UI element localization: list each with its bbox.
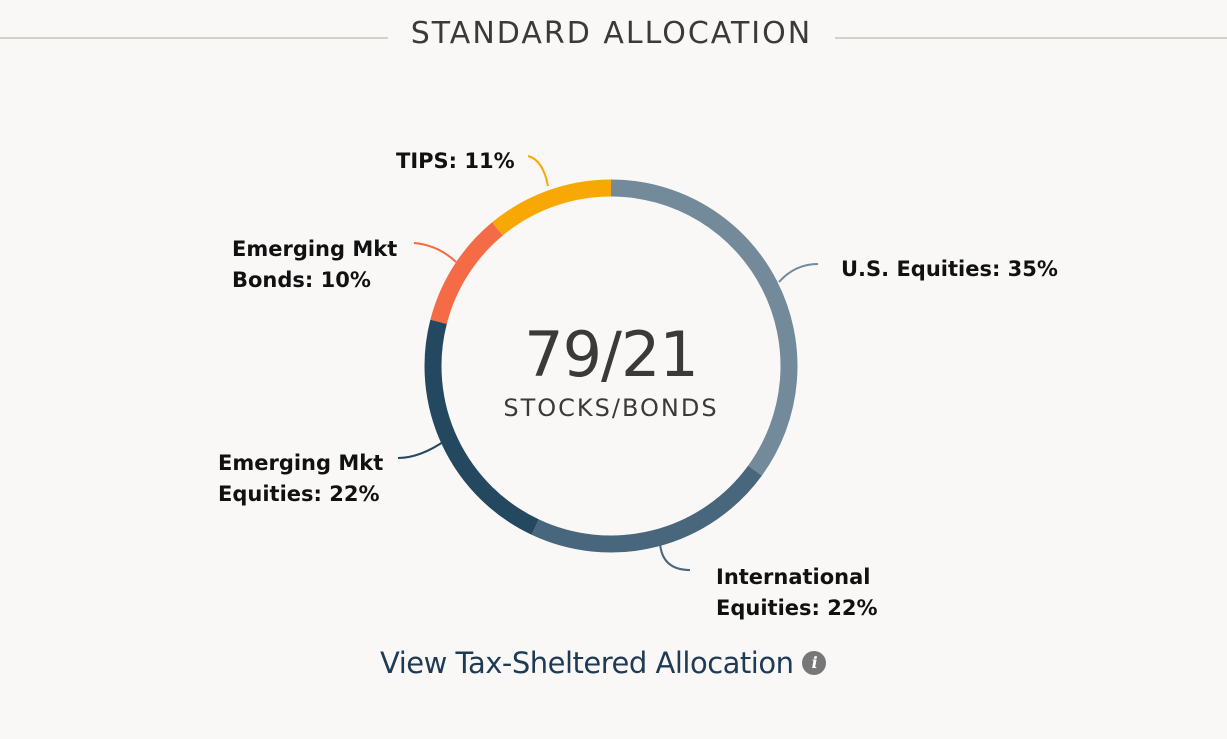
slice-labels: U.S. Equities: 35% International Equities:… — [218, 149, 1058, 620]
slice-emerging-mkt-equities — [424, 319, 539, 535]
view-tax-sheltered-allocation-label: View Tax-Sheltered Allocation — [380, 646, 794, 680]
label-international-equities: International Equities: 22% — [716, 565, 877, 620]
leader-emerging-mkt-bonds — [413, 242, 457, 263]
label-emerging-mkt-bonds-line-1: Emerging Mkt — [232, 237, 397, 261]
label-international-equities-line-2: Equities: 22% — [716, 596, 877, 620]
leader-emerging-mkt-equities — [397, 439, 447, 459]
label-emerging-mkt-bonds-line-2: Bonds: 10% — [232, 268, 371, 292]
slice-us-equities — [610, 179, 798, 476]
donut-slices — [424, 179, 798, 553]
label-us-equities: U.S. Equities: 35% — [841, 257, 1058, 281]
view-tax-sheltered-allocation-link[interactable]: View Tax-Sheltered Allocation i — [380, 643, 827, 683]
leader-international-equities — [659, 542, 691, 571]
label-us-equities-line-1: U.S. Equities: 35% — [841, 257, 1058, 281]
center-ratio-caption: STOCKS/BONDS — [503, 394, 718, 422]
label-tips-line-1: TIPS: 11% — [396, 149, 515, 173]
leader-tips — [527, 155, 549, 187]
slice-tips — [492, 179, 612, 236]
slice-emerging-mkt-bonds — [430, 222, 504, 324]
header-divider-right — [835, 37, 1227, 39]
label-emerging-mkt-equities: Emerging Mkt Equities: 22% — [218, 451, 383, 506]
label-emerging-mkt-equities-line-2: Equities: 22% — [218, 482, 379, 506]
info-icon[interactable]: i — [802, 651, 827, 675]
center-ratio-value: 79/21 — [524, 318, 698, 391]
label-leader-lines — [397, 155, 819, 571]
label-emerging-mkt-equities-line-1: Emerging Mkt — [218, 451, 383, 475]
section-title: STANDARD ALLOCATION — [410, 16, 813, 51]
slice-international-equities — [531, 465, 762, 553]
leader-us-equities — [778, 263, 819, 283]
header-divider-left — [0, 37, 388, 39]
label-tips: TIPS: 11% — [396, 149, 515, 173]
label-international-equities-line-1: International — [716, 565, 871, 589]
label-emerging-mkt-bonds: Emerging Mkt Bonds: 10% — [232, 237, 397, 292]
